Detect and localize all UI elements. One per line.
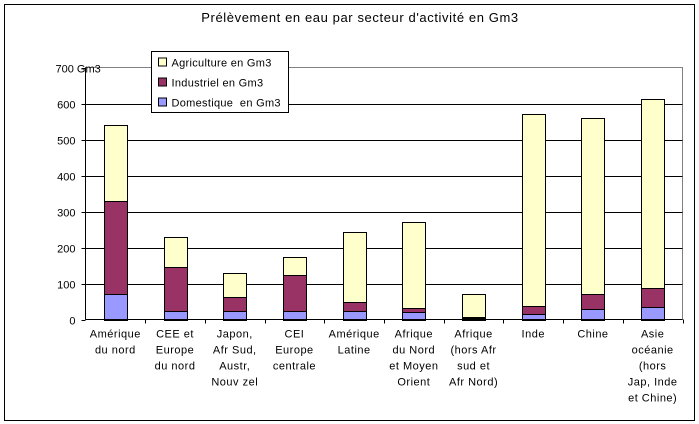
legend-swatch [158, 97, 167, 107]
legend-label: Industriel en Gm3 [172, 78, 264, 90]
bar-segment [223, 297, 247, 312]
bar-segment [641, 307, 665, 321]
category-label: Amérique du nord [90, 329, 141, 357]
y-tick-label: 0 [69, 316, 75, 328]
bar-segment [402, 222, 426, 309]
bar-segment [164, 237, 188, 268]
category-label: Asie océanie (hors Jap, Inde et Chine) [628, 329, 678, 405]
category-label: Amérique Latine [329, 329, 380, 357]
bar-segment [343, 302, 367, 312]
category-label: Afrique du Nord et Moyen Orient [389, 329, 438, 389]
category-label: Afrique (hors Afr sud et Afr Nord) [449, 329, 498, 389]
bar-segment [343, 232, 367, 303]
legend: Agriculture en Gm3 Industriel en Gm3 Domes… [151, 51, 289, 113]
bar-segment [223, 273, 247, 298]
bar-segment [462, 294, 486, 318]
bar-segment [402, 308, 426, 313]
y-tick-label: 600 [57, 100, 75, 112]
bar-segment [164, 267, 188, 312]
y-tick-label: 500 [57, 136, 75, 148]
bar-segment [641, 99, 665, 289]
bar-segment [104, 294, 128, 321]
bar-segment [641, 288, 665, 308]
y-tick-label: 400 [57, 172, 75, 184]
y-tick-labels: 0 100 200 300 400 500 600 700 Gm3 [56, 64, 101, 328]
category-label: CEI Europe centrale [273, 329, 316, 373]
bar-segment [283, 275, 307, 312]
legend-label: Agriculture en Gm3 [172, 58, 272, 70]
bar-segment [522, 114, 546, 307]
bar-segment [581, 294, 605, 310]
y-tick-label: 700 Gm3 [56, 64, 101, 76]
legend-swatch [158, 57, 167, 67]
chart-title: Prélèvement en eau par secteur d'activit… [201, 10, 518, 25]
y-tick-label: 100 [57, 280, 75, 292]
bar-segment [104, 201, 128, 295]
category-label: Inde [522, 329, 545, 341]
bar-segment [522, 306, 546, 315]
axes [81, 67, 684, 324]
category-label: Chine [577, 329, 608, 341]
bar-segment [581, 309, 605, 321]
category-label: CEE et Europe du nord [155, 329, 196, 373]
legend-box [151, 51, 289, 113]
category-label: Japon, Afr Sud, Austr, Nouv zel [211, 329, 258, 389]
category-labels: Amérique du nord CEE et Europe du nord Japon,… [90, 329, 678, 405]
bar-segment [283, 257, 307, 276]
y-tick-label: 300 [57, 208, 75, 220]
bars [104, 99, 665, 321]
legend-label: Domestique en Gm3 [172, 98, 281, 110]
y-tick-label: 200 [57, 244, 75, 256]
legend-swatch [158, 77, 167, 87]
bar-segment [104, 125, 128, 202]
bar-segment [581, 118, 605, 295]
